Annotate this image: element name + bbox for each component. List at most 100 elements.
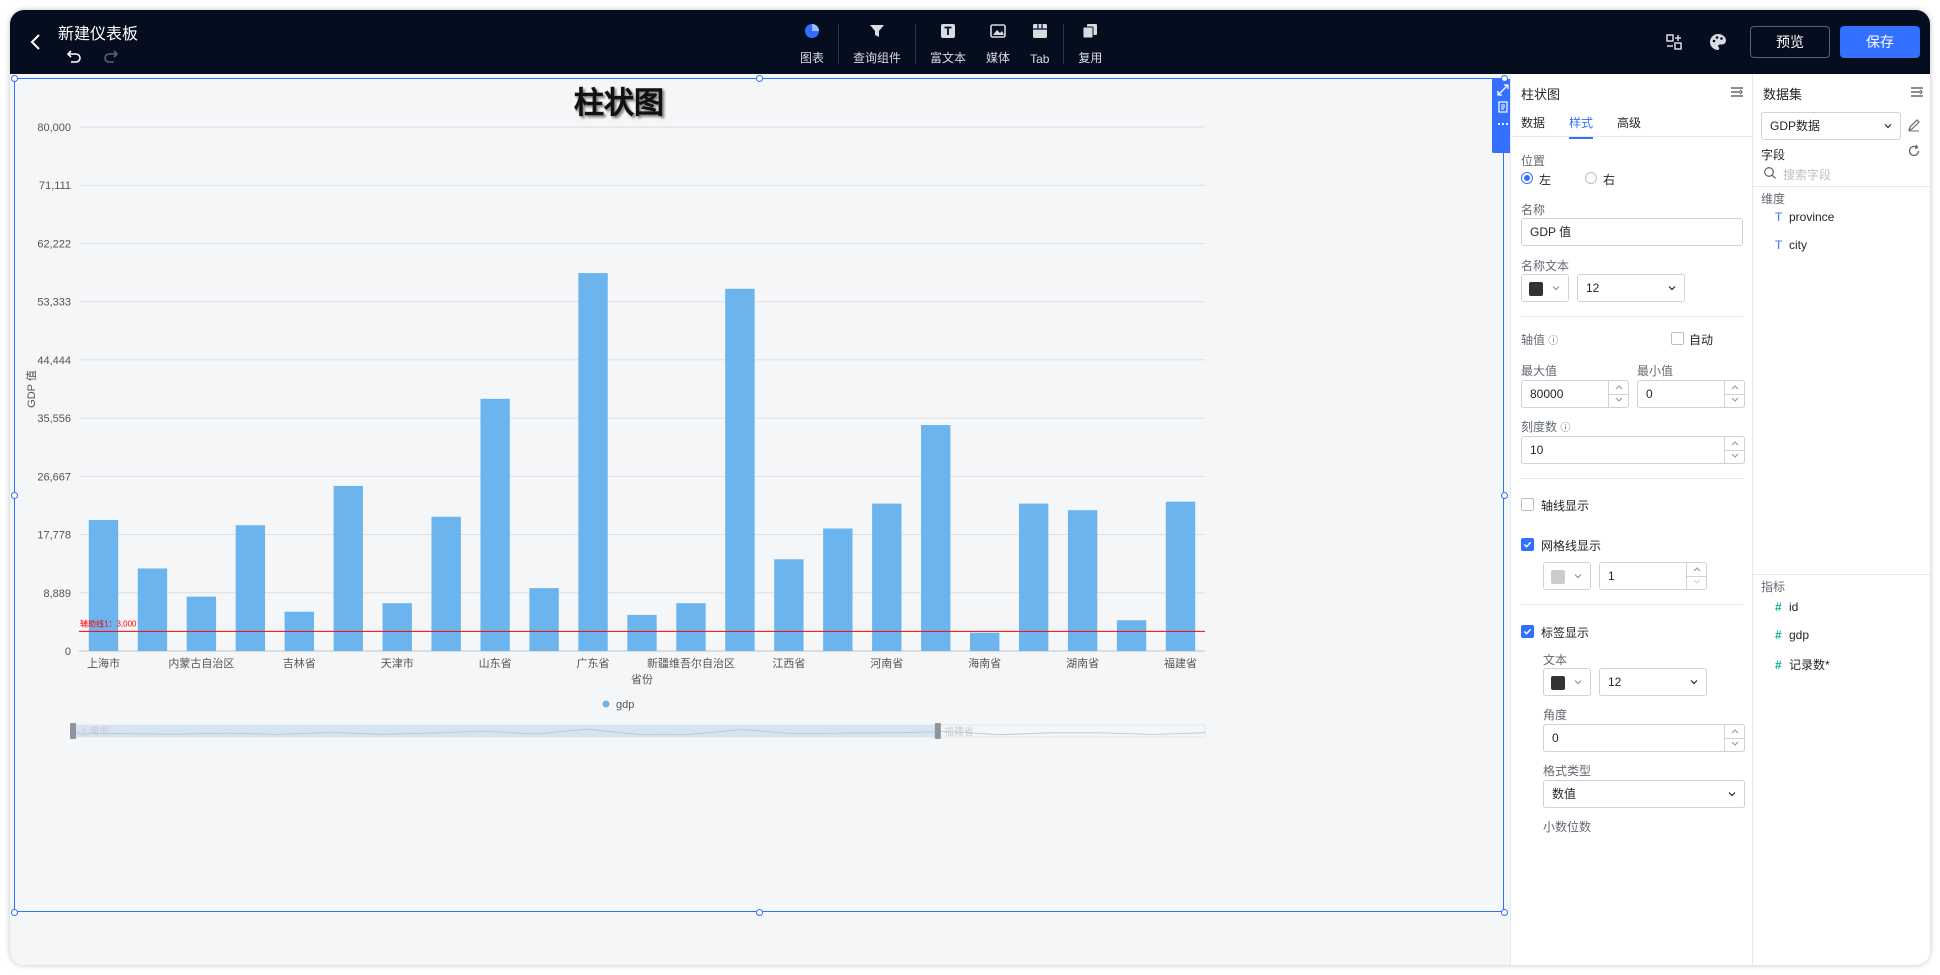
resize-handle[interactable] (1501, 75, 1508, 82)
y-axis-label: GDP 值 (25, 370, 38, 408)
tool-query[interactable]: 查询组件 (843, 22, 911, 66)
text-icon (939, 22, 957, 40)
auto-checkbox[interactable] (1671, 332, 1684, 345)
y-tick-label: 71,111 (39, 180, 71, 192)
resize-handle[interactable] (756, 909, 763, 916)
axis-value-label: 轴值 ⓘ (1521, 331, 1558, 348)
stepper-buttons[interactable] (1608, 381, 1628, 407)
legend-marker (603, 701, 610, 708)
more-icon[interactable] (1497, 118, 1509, 130)
name-text-label: 名称文本 (1521, 257, 1569, 274)
number-type-icon: # (1775, 600, 1789, 614)
bar (1019, 504, 1048, 651)
name-font-size-select[interactable]: 12 (1577, 274, 1685, 302)
x-tick-label: 山东省 (479, 657, 512, 670)
grid-width-stepper[interactable]: 1 (1599, 562, 1707, 590)
label-font-size-select[interactable]: 12 (1599, 668, 1707, 696)
undo-icon[interactable] (65, 48, 83, 66)
grid-color-picker[interactable] (1543, 562, 1591, 590)
label-show-checkbox[interactable] (1521, 625, 1534, 638)
chevron-down-icon (1574, 678, 1582, 686)
chevron-up-icon (1731, 728, 1739, 734)
chevron-down-icon (1615, 397, 1623, 403)
collapse-icon[interactable] (1909, 84, 1925, 100)
details-icon[interactable] (1497, 101, 1509, 113)
expand-icon[interactable] (1497, 84, 1509, 96)
format-type-select[interactable]: 数值 (1543, 780, 1745, 808)
bar (529, 588, 558, 651)
stepper-buttons[interactable] (1724, 381, 1744, 407)
resize-handle[interactable] (11, 492, 18, 499)
resize-handle[interactable] (1501, 909, 1508, 916)
layout-icon[interactable] (1662, 30, 1686, 54)
stepper-buttons[interactable] (1724, 725, 1744, 751)
number-type-icon: # (1775, 628, 1789, 642)
position-left-radio[interactable] (1521, 172, 1533, 184)
stepper-buttons[interactable] (1686, 563, 1706, 589)
refresh-icon[interactable] (1907, 144, 1921, 158)
x-tick-label: 河南省 (870, 657, 903, 670)
resize-handle[interactable] (11, 909, 18, 916)
component-toolbar: 图表 查询组件 富文本 媒体 Tab 复用 (790, 22, 1112, 66)
metric-field[interactable]: # gdp (1775, 628, 1809, 642)
max-value-stepper[interactable]: 80000 (1521, 380, 1629, 408)
edit-icon[interactable] (1907, 118, 1921, 132)
chevron-down-icon (1668, 284, 1676, 292)
axis-line-checkbox[interactable] (1521, 498, 1534, 511)
position-right-label: 右 (1603, 171, 1615, 188)
y-tick-label: 35,556 (37, 413, 71, 425)
position-right-radio[interactable] (1585, 172, 1597, 184)
palette-icon[interactable] (1706, 30, 1730, 54)
filter-icon (868, 22, 886, 40)
chevron-down-icon (1690, 678, 1698, 686)
panel-title: 柱状图 (1521, 84, 1560, 103)
y-tick-label: 26,667 (37, 471, 71, 483)
resize-handle[interactable] (11, 75, 18, 82)
collapse-icon[interactable] (1729, 84, 1745, 100)
tool-tab[interactable]: Tab (1020, 22, 1059, 66)
min-value-stepper[interactable]: 0 (1637, 380, 1745, 408)
redo-icon[interactable] (102, 48, 120, 66)
auto-label: 自动 (1689, 331, 1713, 348)
chevron-down-icon (1884, 122, 1892, 130)
metric-field[interactable]: # id (1775, 600, 1798, 614)
tick-count-stepper[interactable]: 10 (1521, 436, 1745, 464)
save-button[interactable]: 保存 (1840, 26, 1920, 58)
field-search-input[interactable]: 搜索字段 (1783, 166, 1831, 183)
y-tick-label: 62,222 (37, 238, 71, 250)
bar (1068, 510, 1097, 651)
tool-chart[interactable]: 图表 (790, 22, 834, 66)
label-color-picker[interactable] (1543, 668, 1591, 696)
angle-stepper[interactable]: 0 (1543, 724, 1745, 752)
color-swatch (1529, 282, 1543, 296)
slider-handle-end (935, 723, 941, 739)
legend-label: gdp (616, 699, 634, 711)
preview-button[interactable]: 预览 (1750, 26, 1830, 58)
tick-count-label: 刻度数 ⓘ (1521, 418, 1570, 435)
position-left-label: 左 (1539, 171, 1551, 188)
stepper-buttons[interactable] (1724, 437, 1744, 463)
tool-richtext[interactable]: 富文本 (920, 22, 976, 66)
position-label: 位置 (1521, 152, 1545, 169)
name-input[interactable]: GDP 值 (1521, 218, 1743, 246)
tool-media[interactable]: 媒体 (976, 22, 1020, 66)
metric-field[interactable]: # 记录数* (1775, 656, 1830, 673)
slider-handle-start (70, 723, 76, 739)
bar (383, 603, 412, 651)
bar (823, 529, 852, 651)
grid-line-checkbox[interactable] (1521, 538, 1534, 551)
bar (480, 399, 509, 651)
axis-line-label: 轴线显示 (1541, 497, 1589, 514)
grid-line-label: 网格线显示 (1541, 537, 1601, 554)
resize-handle[interactable] (1501, 492, 1508, 499)
tool-reuse[interactable]: 复用 (1068, 22, 1112, 66)
chevron-down-icon (1574, 572, 1582, 580)
dataset-select[interactable]: GDP数据 (1761, 112, 1901, 140)
bar-chart-component[interactable]: 柱状图 0 8,889 17,778 26,667 35,556 44,444 53,333 6… (14, 78, 1504, 912)
dashboard-title[interactable]: 新建仪表板 (58, 20, 138, 44)
name-text-color-picker[interactable] (1521, 274, 1569, 302)
back-arrow-icon[interactable] (24, 30, 48, 54)
resize-handle[interactable] (756, 75, 763, 82)
